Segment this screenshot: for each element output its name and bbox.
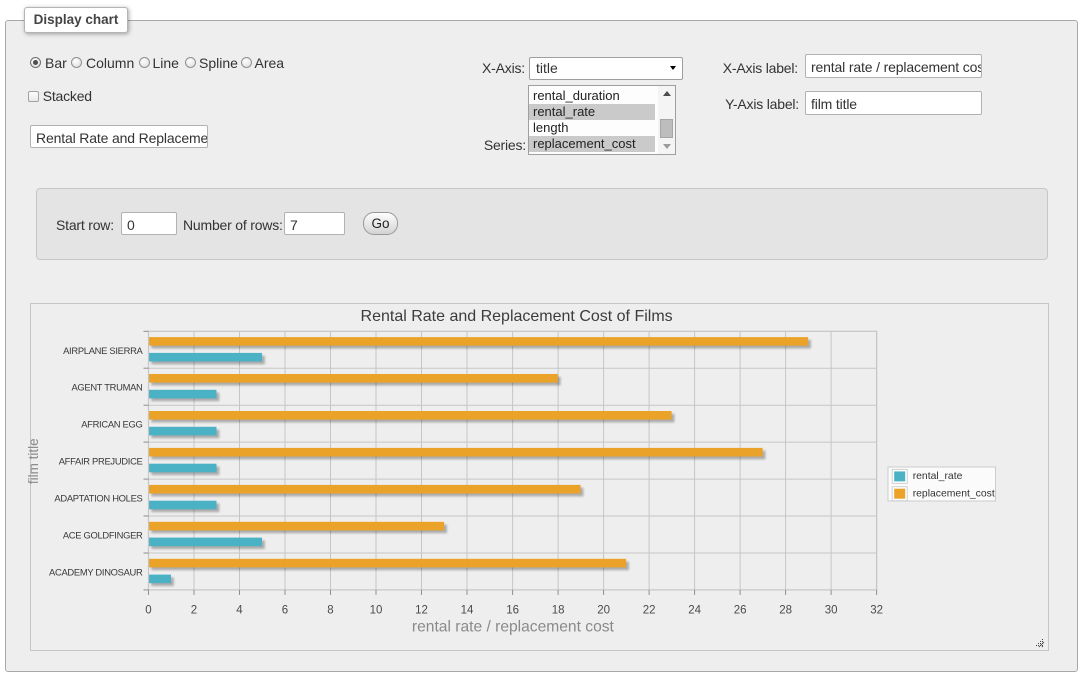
svg-text:22: 22	[643, 605, 656, 617]
svg-text:2: 2	[191, 605, 197, 617]
svg-text:16: 16	[506, 605, 519, 617]
svg-text:20: 20	[597, 605, 610, 617]
svg-text:Rental Rate and Replacement Co: Rental Rate and Replacement Cost of Film…	[361, 308, 673, 325]
svg-text:ACADEMY DINOSAUR: ACADEMY DINOSAUR	[49, 566, 143, 577]
svg-text:28: 28	[779, 605, 792, 617]
svg-text:12: 12	[415, 605, 428, 617]
svg-text:0: 0	[145, 605, 151, 617]
svg-text:ADAPTATION HOLES: ADAPTATION HOLES	[54, 493, 142, 504]
svg-text:24: 24	[688, 605, 701, 617]
svg-text:4: 4	[236, 605, 243, 617]
svg-text:film title: film title	[26, 438, 41, 484]
svg-text:replacement_cost: replacement_cost	[913, 489, 995, 500]
svg-text:6: 6	[282, 605, 288, 617]
svg-text:AFFAIR PREJUDICE: AFFAIR PREJUDICE	[59, 456, 143, 467]
svg-text:rental_rate: rental_rate	[913, 471, 963, 482]
svg-text:rental rate / replacement cost: rental rate / replacement cost	[412, 619, 615, 636]
svg-text:AGENT TRUMAN: AGENT TRUMAN	[71, 382, 142, 393]
svg-text:10: 10	[370, 605, 383, 617]
svg-text:26: 26	[734, 605, 747, 617]
svg-text:8: 8	[327, 605, 333, 617]
svg-text:32: 32	[870, 605, 883, 617]
svg-text:14: 14	[461, 605, 474, 617]
svg-text:18: 18	[552, 605, 565, 617]
svg-text:ACE GOLDFINGER: ACE GOLDFINGER	[63, 530, 143, 541]
svg-text:30: 30	[825, 605, 838, 617]
svg-text:AFRICAN EGG: AFRICAN EGG	[81, 419, 142, 430]
svg-text:AIRPLANE SIERRA: AIRPLANE SIERRA	[63, 345, 143, 356]
